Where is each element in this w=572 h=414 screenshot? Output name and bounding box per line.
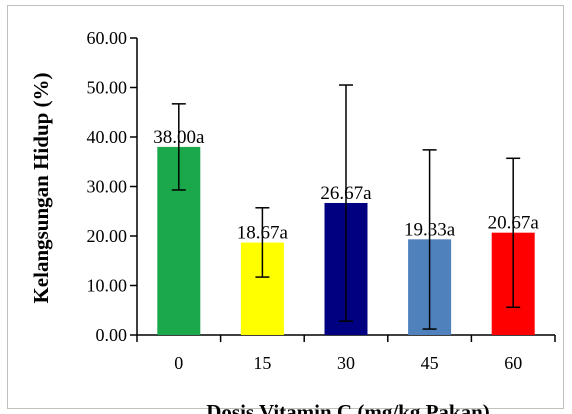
y-tick-label: 20.00: [87, 226, 128, 246]
data-label: 19.33a: [404, 219, 456, 240]
y-tick-label: 30.00: [87, 177, 128, 197]
x-tick-label: 30: [337, 353, 355, 373]
x-tick-label: 60: [504, 353, 522, 373]
y-tick-label: 0.00: [96, 325, 128, 345]
y-tick-label: 40.00: [87, 127, 128, 147]
y-tick-label: 50.00: [87, 78, 128, 98]
data-label: 18.67a: [237, 223, 289, 244]
y-axis-title: Kelangsungan Hidup (%): [29, 72, 53, 303]
x-tick-label: 15: [253, 353, 271, 373]
x-tick-label: 0: [174, 353, 183, 373]
y-tick-label: 60.00: [87, 28, 128, 48]
y-axis: 0.00 10.00 20.00 30.00 40.00 50.00 60.00: [87, 28, 138, 345]
x-axis-title: Dosis Vitamin C (mg/kg Pakan): [206, 400, 490, 414]
y-tick-label: 10.00: [87, 276, 128, 296]
x-tick-label: 45: [421, 353, 439, 373]
x-axis: 0 15 30 45 60: [136, 334, 556, 373]
data-label: 38.00a: [153, 127, 205, 148]
data-labels: 38.00a 18.67a 26.67a 19.33a 20.67a: [153, 127, 539, 244]
error-bars: [171, 84, 521, 330]
data-label: 20.67a: [488, 213, 540, 234]
data-label: 26.67a: [320, 183, 372, 204]
